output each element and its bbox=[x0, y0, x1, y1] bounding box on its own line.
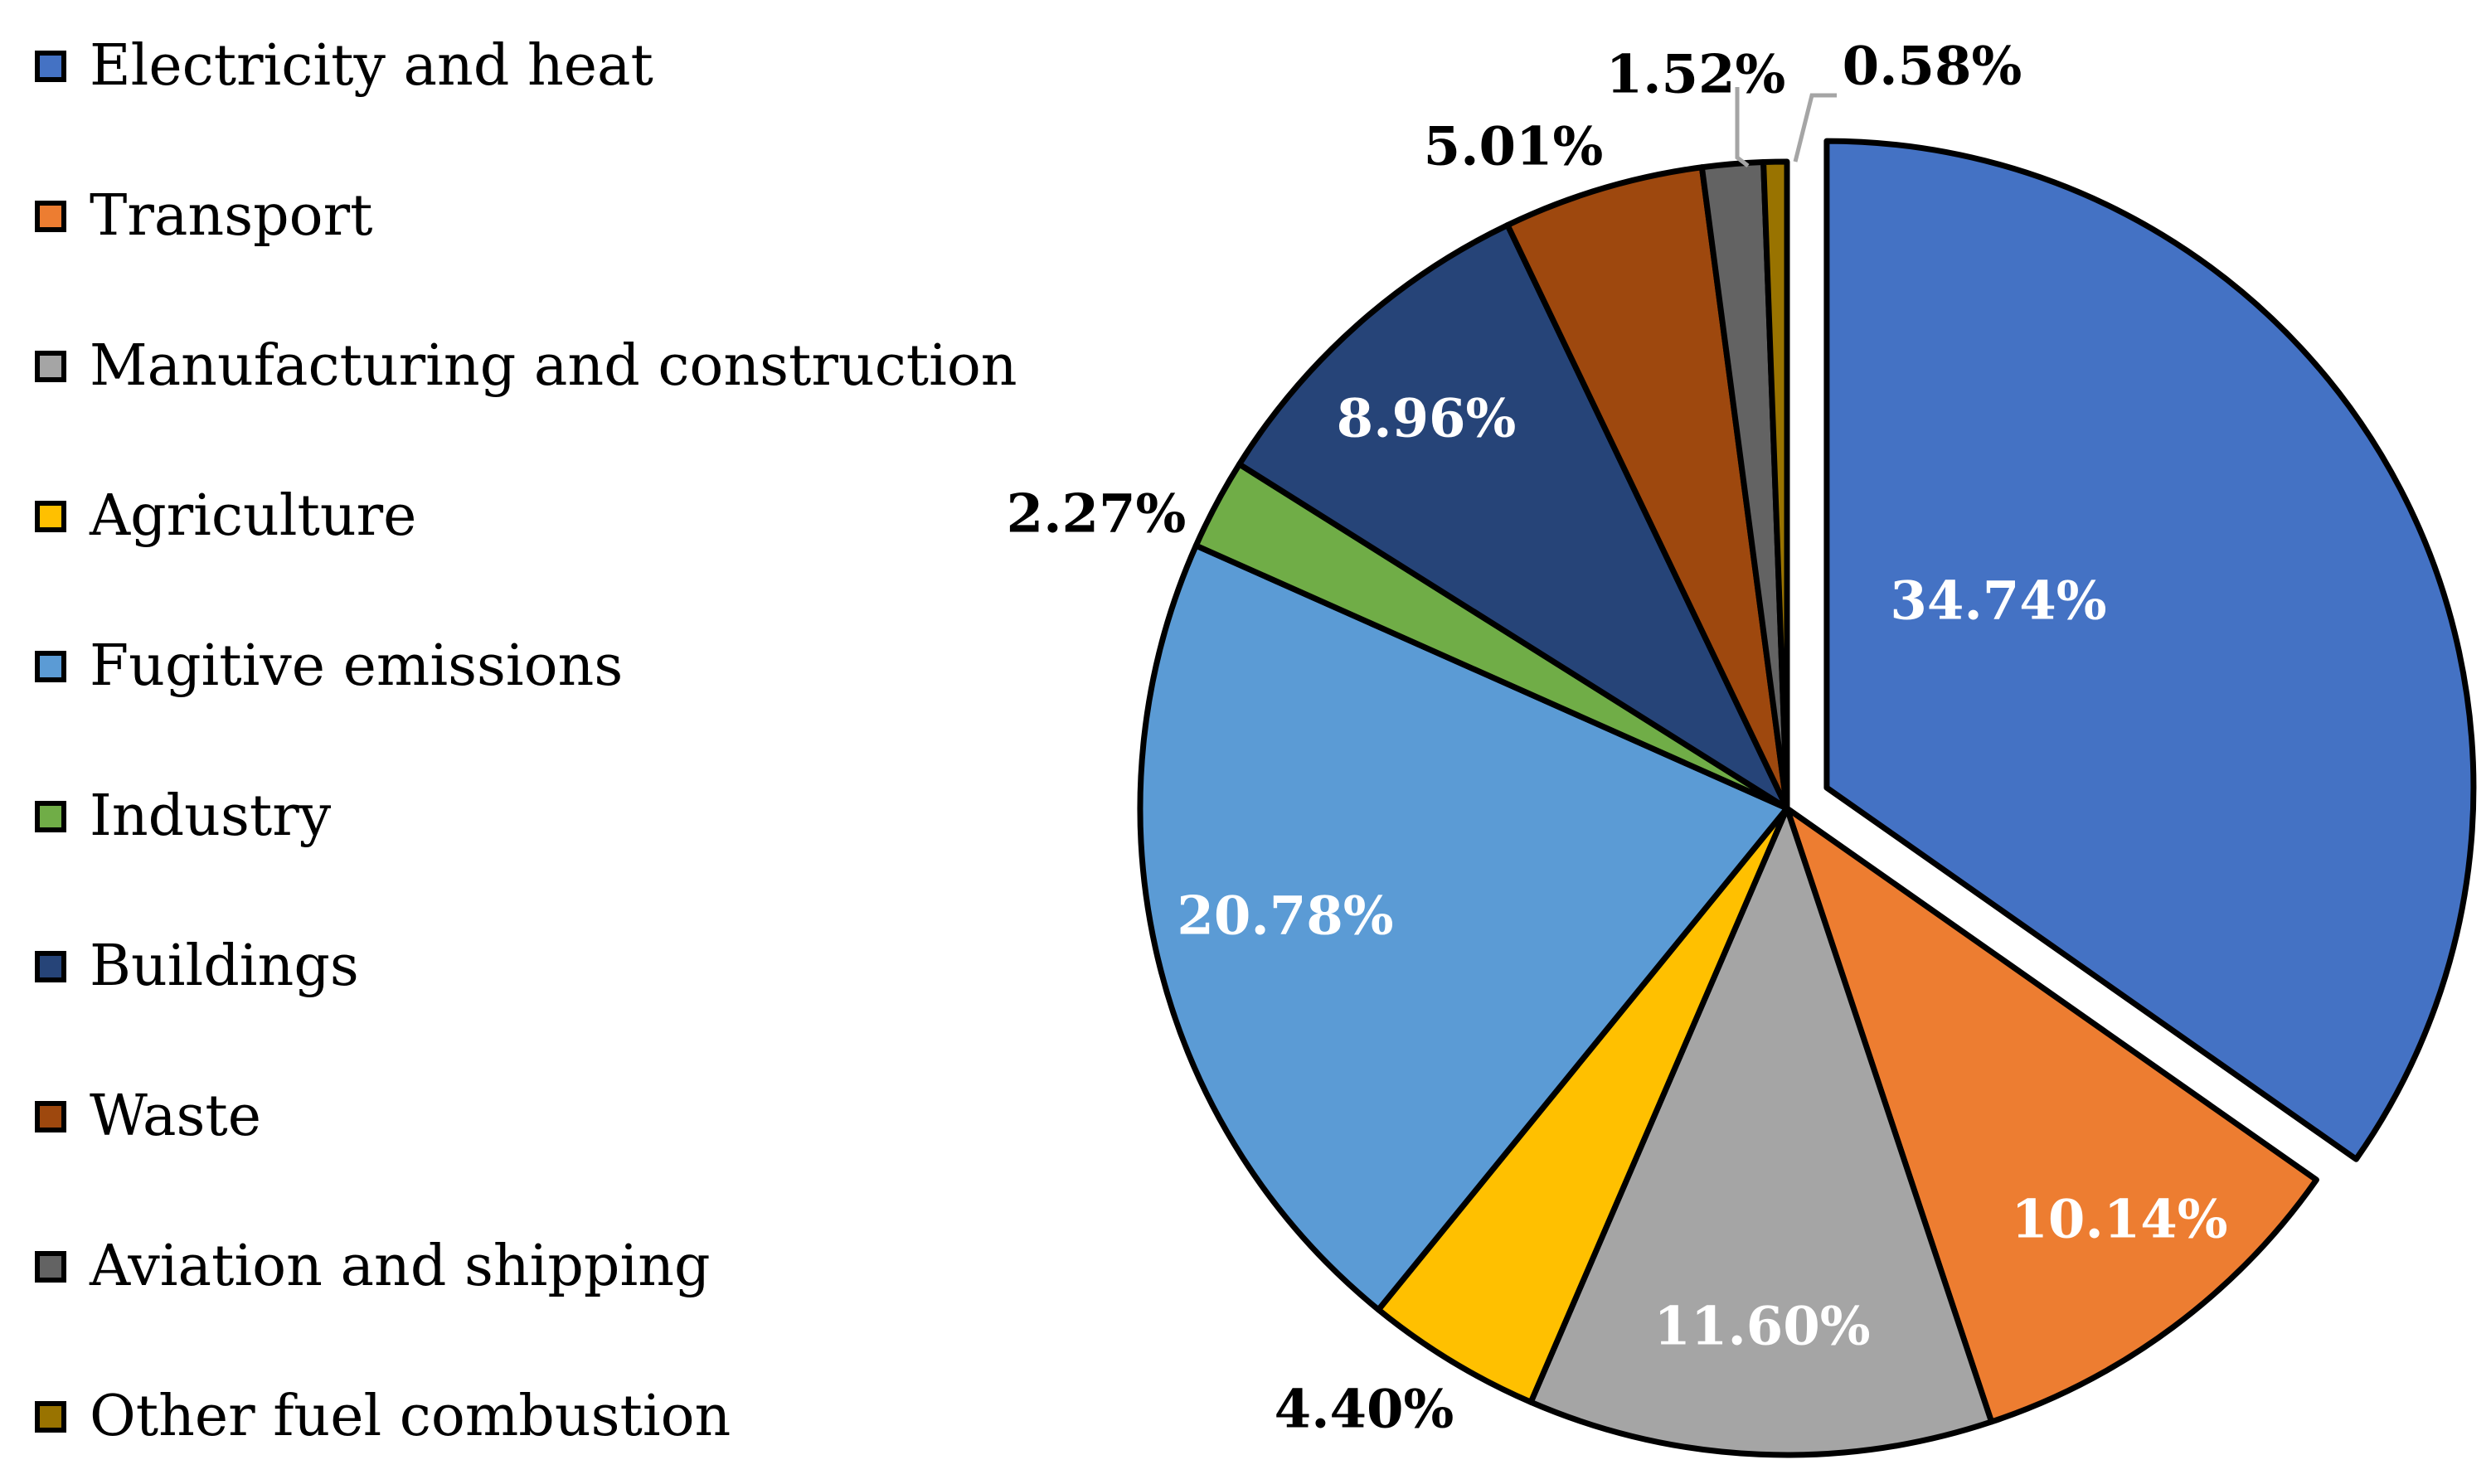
data-label-industry: 2.27% bbox=[1007, 483, 1187, 546]
leader-line-aviation-and-shipping bbox=[1735, 87, 1750, 167]
legend-item-transport: Transport bbox=[35, 183, 372, 249]
legend-item-other-fuel-combustion: Other fuel combustion bbox=[35, 1384, 731, 1449]
legend-swatch-other-fuel-combustion bbox=[35, 1400, 66, 1433]
data-label-buildings: 8.96% bbox=[1337, 388, 1517, 450]
legend-label-aviation-and-shipping: Aviation and shipping bbox=[90, 1234, 711, 1299]
pie-slice-manufacturing-and-construction bbox=[1527, 805, 1995, 1458]
legend-swatch-manufacturing-and-construction bbox=[35, 350, 66, 382]
legend-swatch-agriculture bbox=[35, 500, 66, 532]
leader-line-other-fuel-combustion bbox=[1793, 93, 1837, 162]
legend-item-aviation-and-shipping: Aviation and shipping bbox=[35, 1234, 711, 1299]
legend-label-manufacturing-and-construction: Manufacturing and construction bbox=[90, 333, 1017, 399]
pie-slice-electricity-and-heat bbox=[1823, 138, 2477, 1162]
legend-label-transport: Transport bbox=[90, 183, 373, 249]
legend-item-industry: Industry bbox=[35, 783, 331, 849]
legend-label-agriculture: Agriculture bbox=[90, 483, 417, 549]
legend-label-buildings: Buildings bbox=[90, 934, 359, 999]
legend-label-other-fuel-combustion: Other fuel combustion bbox=[90, 1384, 731, 1449]
legend-swatch-electricity-and-heat bbox=[35, 50, 66, 82]
legend-swatch-industry bbox=[35, 800, 66, 832]
legend-item-manufacturing-and-construction: Manufacturing and construction bbox=[35, 333, 1017, 399]
data-label-electricity-and-heat: 34.74% bbox=[1890, 570, 2106, 633]
data-label-other-fuel-combustion: 0.58% bbox=[1843, 36, 2022, 98]
legend-label-industry: Industry bbox=[90, 783, 332, 849]
legend-swatch-transport bbox=[35, 200, 66, 232]
legend-swatch-fugitive-emissions bbox=[35, 650, 66, 682]
legend-swatch-aviation-and-shipping bbox=[35, 1250, 66, 1283]
data-label-agriculture: 4.40% bbox=[1275, 1379, 1454, 1441]
legend-swatch-buildings bbox=[35, 950, 66, 982]
pie-slice-agriculture bbox=[1375, 805, 1790, 1405]
data-label-waste: 5.01% bbox=[1424, 116, 1604, 178]
legend-item-agriculture: Agriculture bbox=[35, 483, 416, 549]
legend-item-electricity-and-heat: Electricity and heat bbox=[35, 33, 653, 99]
data-label-aviation-and-shipping: 1.52% bbox=[1606, 44, 1786, 106]
legend-swatch-waste bbox=[35, 1100, 66, 1132]
pie-slice-other-fuel-combustion bbox=[1760, 158, 1790, 812]
legend-label-electricity-and-heat: Electricity and heat bbox=[90, 33, 653, 99]
data-label-fugitive-emissions: 20.78% bbox=[1177, 885, 1393, 948]
legend-item-waste: Waste bbox=[35, 1084, 261, 1149]
pie-slice-waste bbox=[1504, 164, 1790, 812]
legend-item-buildings: Buildings bbox=[35, 934, 359, 999]
data-label-transport: 10.14% bbox=[2011, 1189, 2227, 1251]
legend-label-fugitive-emissions: Fugitive emissions bbox=[90, 633, 624, 699]
pie-slice-buildings bbox=[1236, 222, 1790, 812]
data-label-manufacturing-and-construction: 11.60% bbox=[1653, 1296, 1870, 1358]
pie-slice-transport bbox=[1784, 805, 2319, 1425]
legend-label-waste: Waste bbox=[90, 1084, 261, 1149]
legend-item-fugitive-emissions: Fugitive emissions bbox=[35, 633, 623, 699]
